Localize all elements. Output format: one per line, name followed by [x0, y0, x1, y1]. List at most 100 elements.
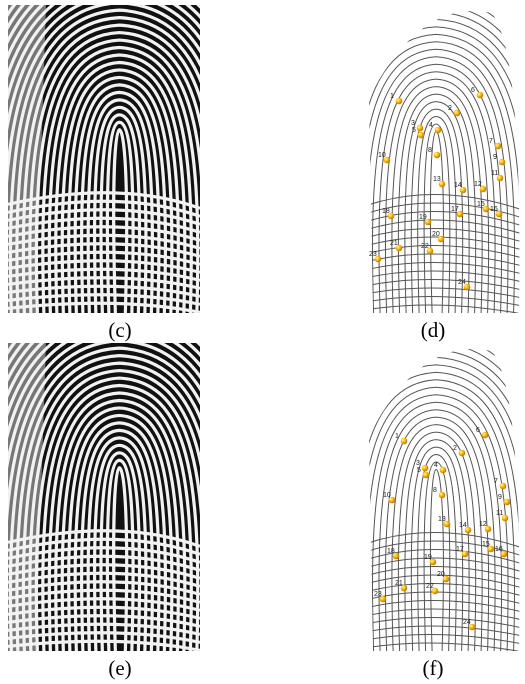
minutia-label: 21 [390, 240, 398, 247]
minutia [500, 483, 507, 490]
ridge [365, 609, 523, 620]
minutia [417, 125, 424, 132]
minutia [459, 450, 466, 457]
minutia-label: 24 [463, 619, 471, 626]
minutia [482, 432, 489, 439]
minutia-label: 22 [426, 583, 434, 590]
minutia [439, 492, 446, 499]
minutia-label: 8 [433, 487, 437, 494]
minutia-label: 13 [433, 176, 441, 183]
ridge [365, 296, 523, 306]
ridge [365, 262, 523, 274]
figure: (c) (d) (e) (f) 162345789101112131415161… [0, 0, 525, 684]
minutia-label: 14 [459, 522, 467, 529]
minutia-label: 19 [424, 554, 432, 561]
minutia-label: 1 [390, 93, 394, 100]
minutia-label: 12 [474, 181, 482, 188]
minutia-label: 14 [454, 182, 462, 189]
ridge [365, 600, 523, 612]
minutia-label: 16 [495, 546, 503, 553]
minutia-label: 17 [451, 206, 459, 213]
minutia-label: 10 [378, 152, 386, 159]
minutia-label: 20 [437, 571, 445, 578]
minutia [454, 110, 461, 117]
minutia [434, 152, 441, 159]
ridge [365, 584, 523, 597]
minutia-label: 20 [432, 231, 440, 238]
minutia-label: 13 [438, 516, 446, 523]
minutia-label: 16 [490, 206, 498, 213]
minutia-label: 11 [491, 170, 498, 177]
ridge [365, 592, 523, 604]
minutia-label: 6 [476, 427, 480, 434]
caption: (f) [423, 656, 444, 680]
minutia [504, 499, 511, 506]
minutia-label: 3 [416, 460, 420, 467]
ridge [365, 254, 523, 266]
ridge [365, 643, 523, 652]
caption: (c) [108, 318, 131, 342]
minutia-label: 4 [429, 122, 433, 129]
minutia [401, 438, 408, 445]
minutia-label: 11 [496, 510, 503, 517]
minutia-label: 24 [458, 279, 466, 286]
ridge [385, 79, 488, 313]
minutia-label: 1 [395, 433, 399, 440]
minutia [477, 92, 484, 99]
ridge [249, 260, 525, 651]
minutia-label: 23 [374, 591, 382, 598]
minutia-label: 9 [498, 494, 502, 501]
caption: (e) [108, 656, 131, 680]
minutia-label: 7 [494, 478, 498, 485]
minutia-label: 4 [434, 462, 438, 469]
minutia-label: 12 [479, 521, 487, 528]
minutia-label: 2 [448, 105, 452, 112]
minutia [396, 98, 403, 105]
minutia-label: 9 [493, 154, 497, 161]
minutia-label: 7 [489, 138, 493, 145]
minutia-label: 10 [383, 492, 391, 499]
ridge [256, 0, 525, 313]
minutia-label: 8 [428, 147, 432, 154]
minutia [499, 159, 506, 166]
minutia-label: 17 [456, 546, 464, 553]
minutia-label: 22 [421, 243, 429, 250]
ridge [365, 246, 523, 259]
ridge [243, 253, 525, 651]
ridge [288, 305, 525, 651]
minutia-label: 18 [382, 208, 390, 215]
minutia-label: 5 [417, 467, 421, 474]
ridge [365, 305, 523, 314]
minutia-label: 19 [419, 214, 427, 221]
ridge [365, 634, 523, 644]
fingerprint [243, 253, 525, 652]
ridge [418, 455, 457, 651]
minutia [422, 465, 429, 472]
minutia [418, 132, 425, 139]
minutia [423, 472, 430, 479]
minutia [435, 127, 442, 134]
minutia-label: 2 [453, 445, 457, 452]
ridge [430, 132, 443, 314]
caption: (d) [421, 318, 446, 342]
minutia [495, 143, 502, 150]
ridge [269, 0, 525, 313]
minutia-label: 18 [387, 548, 395, 555]
minutia-label: 23 [369, 251, 377, 258]
ridge [385, 417, 488, 651]
ridge [288, 0, 525, 313]
ridge [365, 271, 523, 282]
ridge [340, 365, 525, 651]
minutia-label: 3 [411, 120, 415, 127]
ridge [275, 0, 525, 313]
ridge [379, 72, 495, 313]
minutia-label: 5 [412, 127, 416, 134]
minutia-label: 15 [482, 541, 490, 548]
ridge [321, 342, 525, 651]
ridge [379, 410, 495, 651]
ridge [269, 283, 525, 651]
minutia [440, 467, 447, 474]
minutia-label: 21 [395, 580, 403, 587]
minutia-label: 6 [471, 87, 475, 94]
fingerprint [0, 0, 315, 313]
